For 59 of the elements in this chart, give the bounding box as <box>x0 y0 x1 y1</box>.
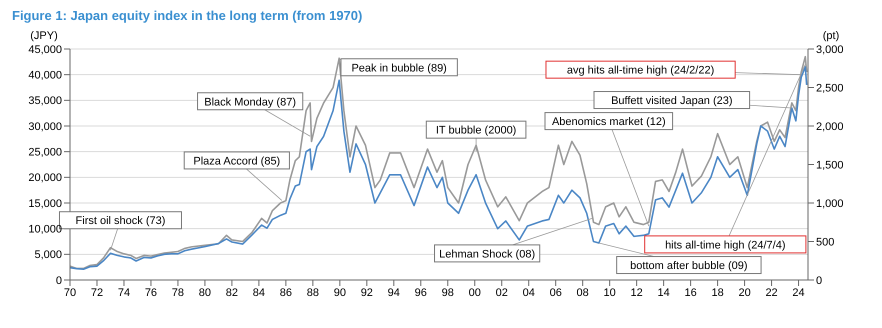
annotation: Plaza Accord (85) <box>193 155 280 168</box>
x-tick-label: 08 <box>576 286 589 299</box>
y-axis-title: (JPY) <box>30 30 58 42</box>
x-tick-label: 92 <box>360 286 373 299</box>
y-tick-label: 10,000 <box>28 224 62 236</box>
x-tick-label: 20 <box>738 286 751 299</box>
x-tick-label: 74 <box>118 286 130 299</box>
y-tick-label: 25,000 <box>28 146 62 159</box>
x-tick-label: 00 <box>468 286 481 299</box>
annotation: Peak in bubble (89) <box>351 62 447 74</box>
y-tick-label: 40,000 <box>28 70 62 82</box>
y2-tick-label: 2,500 <box>816 82 844 94</box>
y-tick-label: 15,000 <box>28 198 62 210</box>
x-tick-label: 72 <box>90 286 104 299</box>
x-tick-label: 06 <box>550 286 562 299</box>
x-tick-label: 86 <box>280 286 292 299</box>
x-tick-label: 90 <box>334 286 346 299</box>
x-tick-label: 02 <box>496 286 508 299</box>
y2-tick-label: 3,000 <box>816 44 844 56</box>
x-tick-label: 14 <box>658 286 670 299</box>
y2-tick-label: 0 <box>816 274 822 287</box>
annotation: IT bubble (2000) <box>436 124 516 137</box>
annotation: Abenomics market (12) <box>552 116 666 128</box>
x-tick-label: 70 <box>64 286 76 299</box>
y-tick-label: 5,000 <box>34 249 62 262</box>
y2-tick-label: 1,000 <box>816 198 844 210</box>
y2-tick-label: 2,000 <box>816 120 844 133</box>
x-tick-label: 96 <box>414 286 427 299</box>
x-tick-label: 98 <box>442 286 454 299</box>
chart-title: Figure 1: Japan equity index in the long term (from 1970) <box>12 8 364 23</box>
annotation: First oil shock (73) <box>76 215 166 228</box>
x-tick-label: 84 <box>252 286 266 299</box>
y-tick-label: 0 <box>56 274 62 287</box>
x-tick-label: 94 <box>388 286 400 299</box>
x-tick-label: 04 <box>522 286 535 299</box>
x-tick-label: 88 <box>306 286 319 299</box>
annotation: avg hits all-time high (24/2/22) <box>566 64 714 77</box>
x-tick-label: 80 <box>198 286 212 299</box>
annotation: Lehman Shock (08) <box>439 248 536 260</box>
x-tick-label: 82 <box>226 286 238 299</box>
annotation: Buffett visited Japan (23) <box>611 95 733 108</box>
y-tick-label: 20,000 <box>28 172 62 184</box>
y2-tick-label: 500 <box>816 236 834 248</box>
y-tick-label: 30,000 <box>28 120 62 133</box>
x-tick-label: 78 <box>172 286 184 299</box>
x-tick-label: 18 <box>711 286 724 299</box>
x-tick-label: 12 <box>630 286 643 299</box>
x-tick-label: 22 <box>765 286 778 299</box>
x-tick-label: 76 <box>144 286 158 299</box>
x-tick-label: 16 <box>684 286 697 299</box>
x-tick-label: 24 <box>792 286 805 299</box>
annotation: bottom after bubble (09) <box>630 260 748 272</box>
x-tick-label: 10 <box>604 286 616 299</box>
annotation: hits all-time high (24/7/4) <box>665 239 786 252</box>
annotation: Black Monday (87) <box>204 96 296 108</box>
y2-axis-title: (pt) <box>822 30 840 42</box>
y-tick-label: 45,000 <box>28 44 62 56</box>
y-tick-label: 35,000 <box>28 95 62 108</box>
y2-tick-label: 1,500 <box>816 159 844 172</box>
